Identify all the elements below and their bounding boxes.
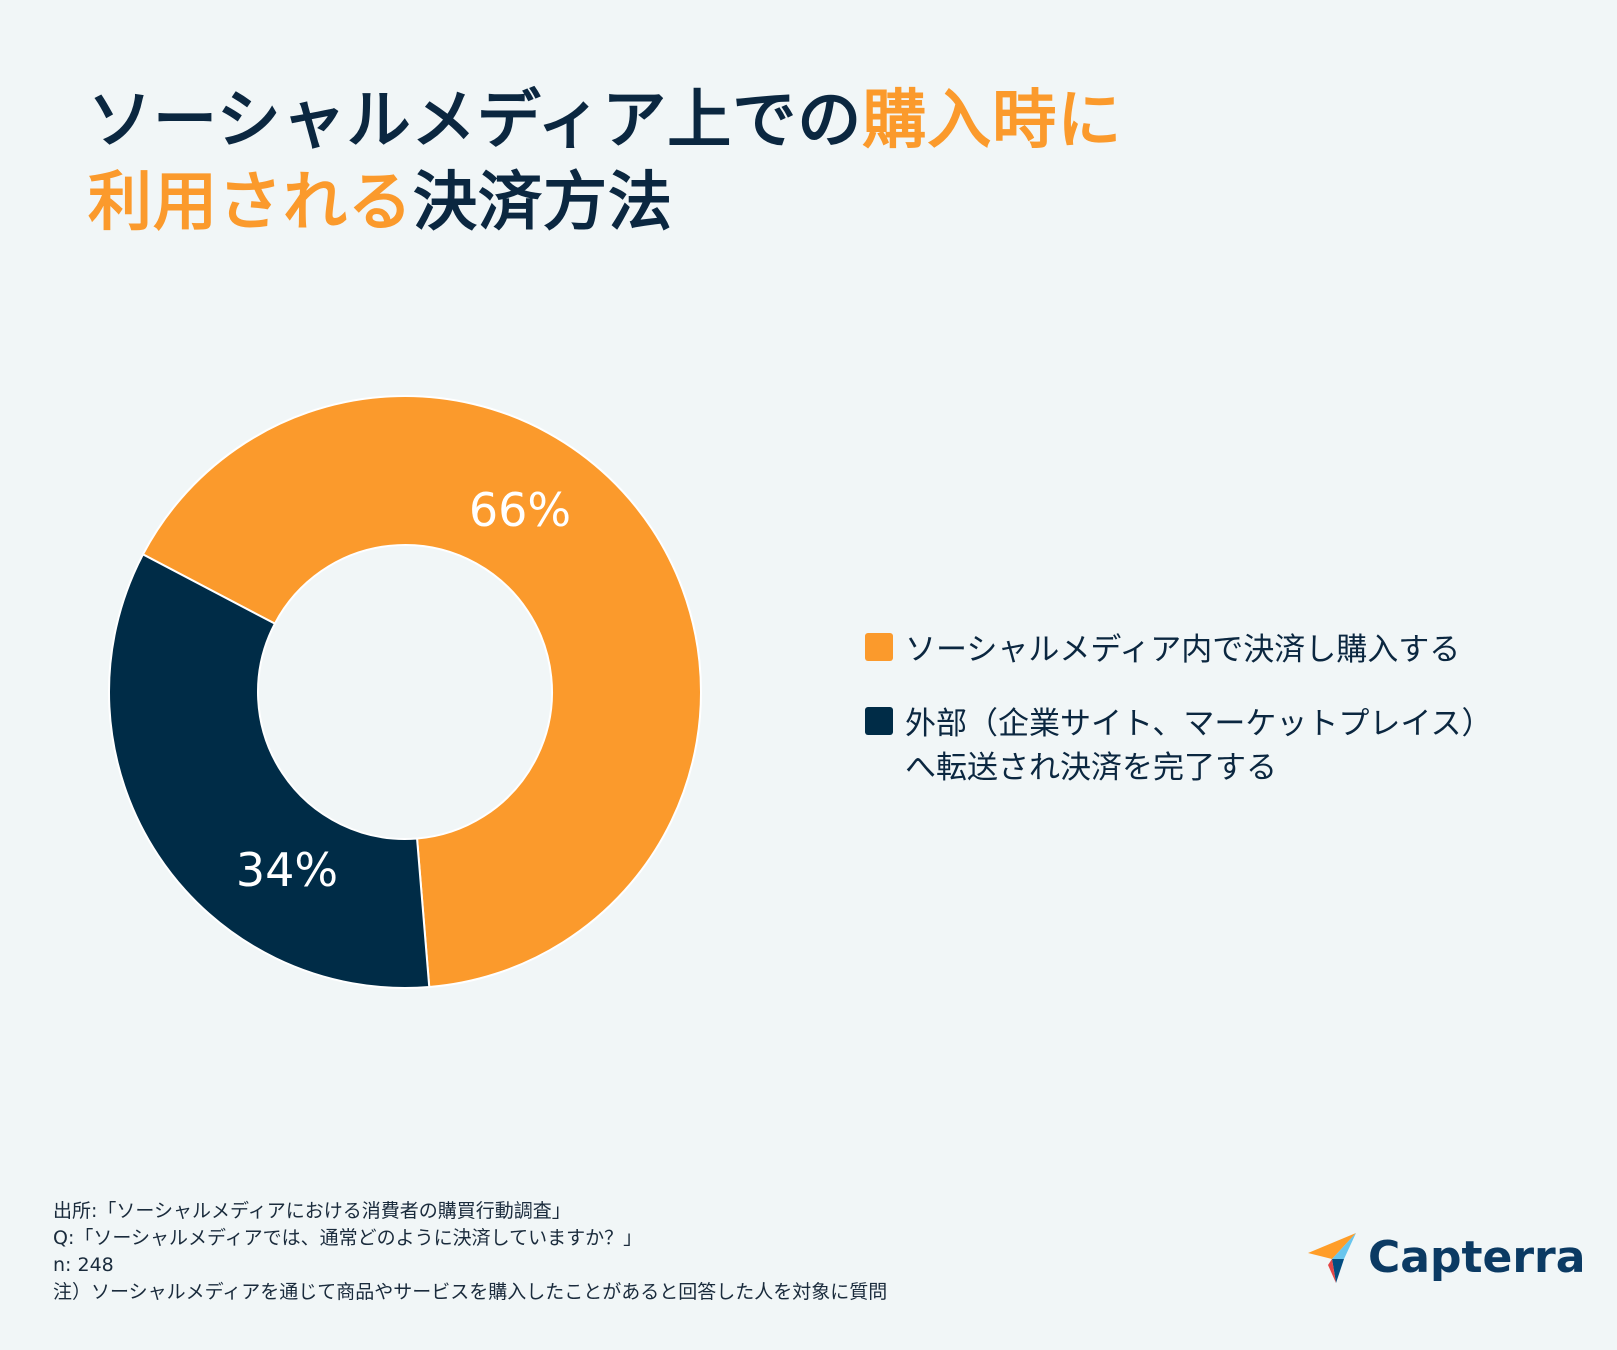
footer-question: Q:「ソーシャルメディアでは、通常どのように決済していますか？」 [53, 1227, 643, 1249]
footer-notes: 出所:「ソーシャルメディアにおける消費者の購買行動調査」 Q:「ソーシャルメディ… [53, 1198, 887, 1306]
capterra-logo-text: Capterra [1368, 1231, 1586, 1283]
chart-title: ソーシャルメディア上での購入時に 利用される決済方法 [88, 80, 1122, 244]
title-line1-dark: ソーシャルメディア上での [88, 84, 863, 158]
capterra-arrow-icon [1308, 1233, 1356, 1283]
legend-swatch-orange [865, 633, 893, 661]
footer-note: 注）ソーシャルメディアを通じて商品やサービスを購入したことがあると回答した人を対… [53, 1281, 888, 1303]
title-line1-accent: 購入時に [862, 84, 1123, 158]
label-34-percent: 34% [236, 843, 338, 897]
legend-swatch-navy [865, 707, 893, 735]
donut-labels: 66% 34% [236, 483, 571, 897]
footer-sample-size: n: 248 [53, 1254, 114, 1276]
legend: ソーシャルメディア内で決済し購入する 外部（企業サイト、マーケットプレイス） へ… [865, 628, 1492, 820]
donut-chart: 66% 34% [108, 395, 702, 989]
slice-in-social [141, 395, 702, 989]
legend-label: ソーシャルメディア内で決済し購入する [905, 632, 1461, 668]
capterra-logo: Capterra [1306, 1229, 1585, 1285]
label-66-percent: 66% [469, 483, 571, 537]
legend-label: 外部（企業サイト、マーケットプレイス） へ転送され決済を完了する [905, 706, 1493, 786]
title-line2-dark: 決済方法 [413, 166, 673, 240]
title-line2-accent: 利用される [88, 166, 413, 240]
legend-item-in-social: ソーシャルメディア内で決済し購入する [865, 628, 1492, 672]
legend-item-external: 外部（企業サイト、マーケットプレイス） へ転送され決済を完了する [865, 702, 1492, 790]
donut-slices [108, 395, 702, 989]
slice-external [108, 553, 431, 989]
footer-source: 出所:「ソーシャルメディアにおける消費者の購買行動調査」 [53, 1200, 571, 1222]
